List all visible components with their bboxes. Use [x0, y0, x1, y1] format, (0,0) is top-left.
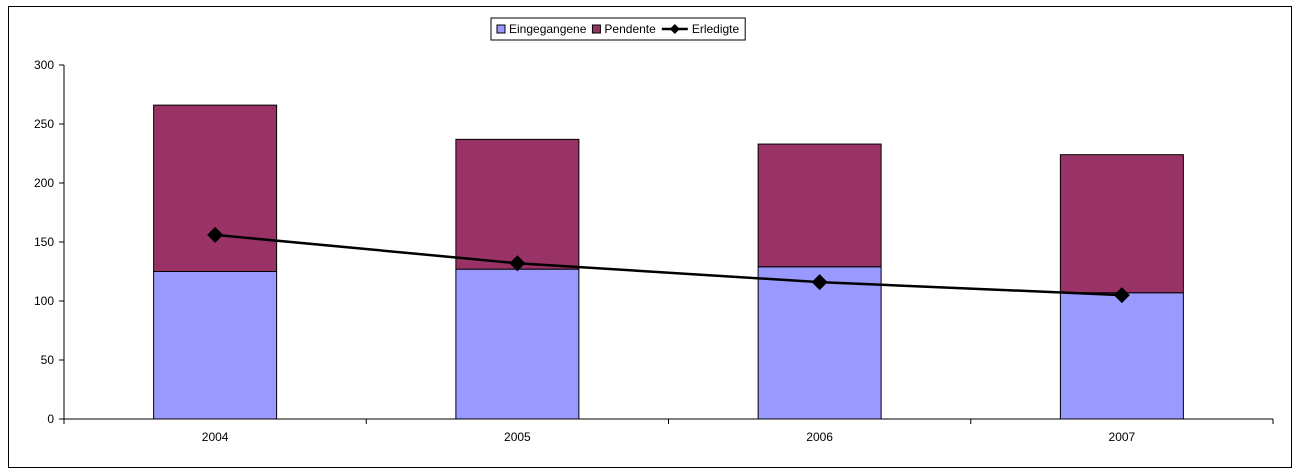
legend-label-erledigte: Erledigte	[692, 22, 740, 36]
legend-label-eingegangene: Eingegangene	[509, 22, 587, 36]
y-tick-label: 50	[41, 353, 55, 367]
chart-frame: 0 50 100 150 200 250 300 2004 2005 2006 2007 Einge…	[8, 6, 1292, 468]
legend: Eingegangene Pendente Erledigte	[490, 17, 746, 41]
bar-eingegangene-2007	[1059, 292, 1184, 420]
bar-pendente-2005	[455, 138, 580, 270]
x-tick-label: 2005	[504, 430, 531, 444]
line-series	[207, 226, 1130, 304]
marker-erledigte-2006	[811, 274, 828, 291]
x-tick-label: 2006	[806, 430, 833, 444]
x-tick-label: 2007	[1109, 430, 1136, 444]
bar-pendente-2007	[1059, 154, 1184, 294]
line-erledigte	[215, 233, 1122, 297]
marker-erledigte-2007	[1113, 287, 1130, 304]
legend-swatch-eingegangene	[496, 24, 506, 34]
y-tick-label: 100	[34, 294, 54, 308]
x-tick-label: 2004	[202, 430, 229, 444]
bar-pendente-2006	[757, 143, 882, 268]
y-tick-label: 200	[34, 176, 54, 190]
bar-eingegangene-2005	[455, 268, 580, 420]
bar-eingegangene-2006	[757, 266, 882, 420]
y-tick-label: 150	[34, 235, 54, 249]
legend-marker-erledigte	[669, 24, 680, 34]
y-tick-label: 0	[47, 412, 54, 426]
bars	[153, 104, 1184, 420]
marker-erledigte-2004	[207, 226, 224, 243]
legend-box	[490, 17, 746, 41]
y-tick-label: 300	[34, 58, 54, 72]
y-tick-label: 250	[34, 117, 54, 131]
chart-plot: 0 50 100 150 200 250 300 2004 2005 2006 2007 Einge…	[34, 17, 1274, 444]
bar-eingegangene-2004	[153, 271, 278, 420]
legend-swatch-pendente	[591, 24, 601, 34]
bar-pendente-2004	[153, 104, 278, 273]
legend-label-pendente: Pendente	[604, 22, 656, 36]
